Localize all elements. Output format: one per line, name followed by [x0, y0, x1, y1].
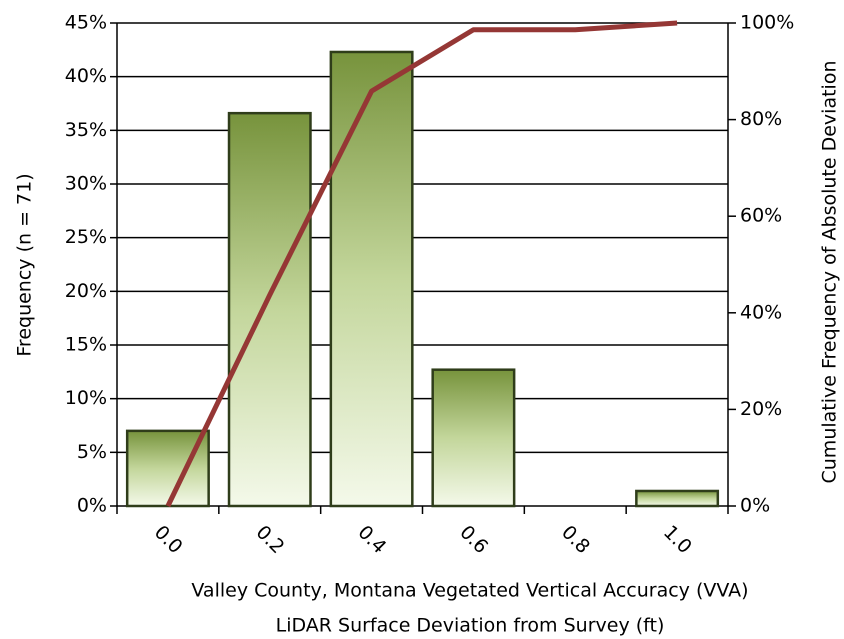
bars: [125, 50, 720, 508]
y-axis-title: Frequency (n = 71): [14, 173, 36, 356]
y2-tick-label: 80%: [740, 108, 782, 130]
bar: [431, 368, 516, 508]
y-tick-label: 10%: [65, 387, 107, 409]
bar: [227, 111, 312, 508]
x-tick-label: 0.6: [455, 521, 492, 558]
x-tick-label: 0.2: [252, 521, 289, 558]
y2-tick-label: 0%: [740, 495, 770, 517]
x-axis-title: LiDAR Surface Deviation from Survey (ft): [276, 615, 665, 637]
lines: [165, 20, 678, 508]
x-tick-label: 0.0: [150, 521, 187, 558]
bar: [125, 429, 210, 508]
y-tick-label: 30%: [65, 173, 107, 195]
bar: [329, 50, 414, 508]
y2-tick-label: 20%: [740, 398, 782, 420]
y-tick-label: 0%: [77, 495, 107, 517]
y-tick-label: 5%: [77, 441, 107, 463]
cumulative-line: [165, 20, 678, 508]
x-axis-title: Valley County, Montana Vegetated Vertica…: [191, 580, 748, 602]
bar: [635, 489, 720, 508]
y-tick-label: 25%: [65, 226, 107, 248]
x-tick-label: 1.0: [659, 521, 696, 558]
y-tick-label: 35%: [65, 119, 107, 141]
y-tick-label: 45%: [65, 12, 107, 34]
y-tick-label: 40%: [65, 65, 107, 87]
x-tick-label: 0.4: [353, 521, 390, 558]
y2-tick-label: 100%: [740, 12, 794, 34]
y-tick-label: 15%: [65, 334, 107, 356]
y2-axis-title: Cumulative Frequency of Absolute Deviati…: [819, 61, 841, 484]
x-tick-label: 0.8: [557, 521, 594, 558]
y2-tick-label: 60%: [740, 205, 782, 227]
y2-tick-label: 40%: [740, 301, 782, 323]
y-tick-label: 20%: [65, 280, 107, 302]
